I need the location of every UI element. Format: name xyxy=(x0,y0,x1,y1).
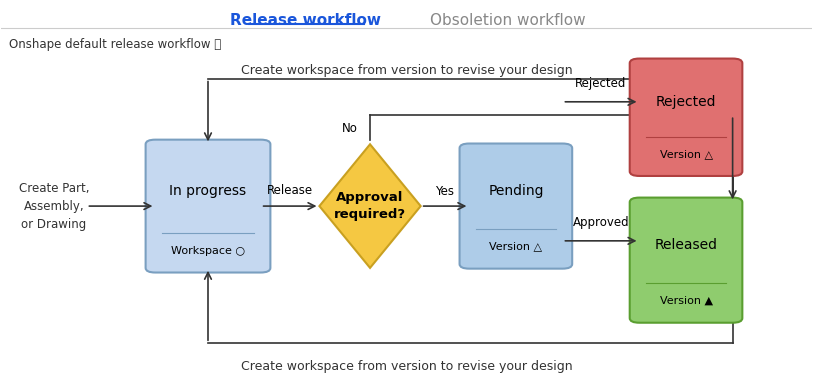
Text: Create workspace from version to revise your design: Create workspace from version to revise … xyxy=(241,65,572,77)
Text: Approval
required?: Approval required? xyxy=(334,191,406,221)
Text: Rejected: Rejected xyxy=(576,77,627,90)
Text: Version △: Version △ xyxy=(659,149,712,159)
Text: Rejected: Rejected xyxy=(656,95,716,109)
Text: Release: Release xyxy=(267,184,313,197)
Text: Released: Released xyxy=(654,238,718,252)
Text: Version △: Version △ xyxy=(489,242,542,252)
Text: Release workflow: Release workflow xyxy=(230,13,380,28)
FancyBboxPatch shape xyxy=(459,144,572,269)
FancyBboxPatch shape xyxy=(630,59,742,176)
Text: Yes: Yes xyxy=(436,185,454,198)
Polygon shape xyxy=(320,144,420,268)
Text: No: No xyxy=(341,122,358,135)
Text: In progress: In progress xyxy=(169,184,246,198)
Text: Version ▲: Version ▲ xyxy=(659,296,712,306)
Text: Create workspace from version to revise your design: Create workspace from version to revise … xyxy=(241,360,572,373)
Text: Workspace ○: Workspace ○ xyxy=(171,245,245,256)
Text: Create Part,
Assembly,
or Drawing: Create Part, Assembly, or Drawing xyxy=(19,182,89,231)
Text: Obsoletion workflow: Obsoletion workflow xyxy=(430,13,585,28)
FancyBboxPatch shape xyxy=(630,198,742,323)
Text: Pending: Pending xyxy=(488,184,544,198)
FancyBboxPatch shape xyxy=(146,140,271,273)
Text: Onshape default release workflow ⧉: Onshape default release workflow ⧉ xyxy=(10,38,222,51)
Text: Approved: Approved xyxy=(572,216,629,229)
